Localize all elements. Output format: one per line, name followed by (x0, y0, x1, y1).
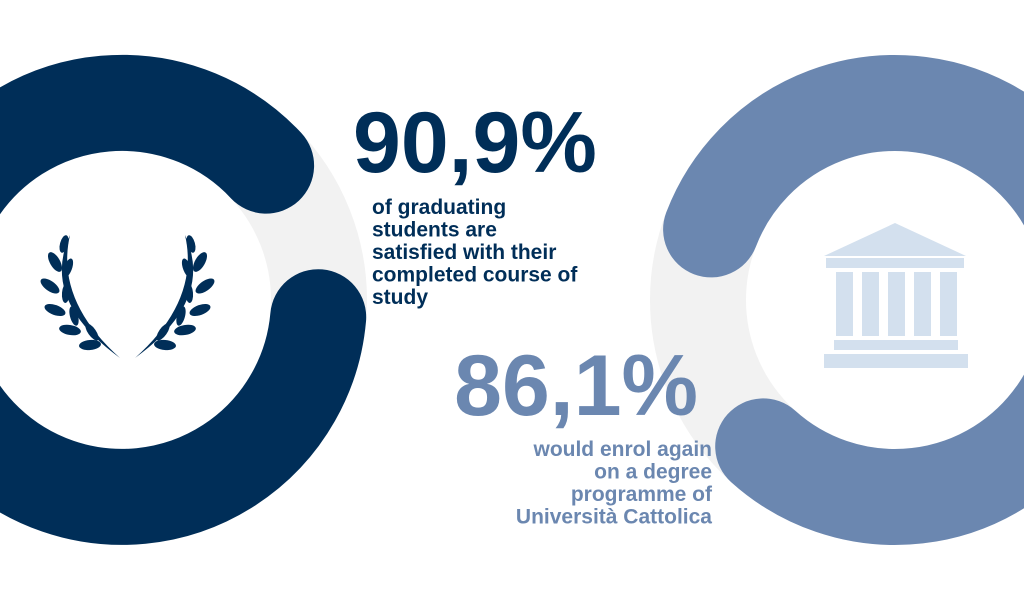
description-line: study (372, 286, 428, 309)
description-line: satisfied with their (372, 241, 556, 264)
laurel-icon (40, 234, 217, 358)
ring-arc (663, 55, 1024, 545)
ring-arc (0, 54, 367, 545)
description-line: of graduating (372, 196, 506, 219)
description-line: would enrol again (532, 438, 712, 461)
stat-value: 90,9% (353, 95, 597, 191)
description-line: programme of (571, 483, 713, 506)
stat-value: 86,1% (454, 338, 698, 434)
description-line: students are (372, 219, 497, 242)
description-line: on a degree (594, 461, 712, 484)
description-line: completed course of (372, 264, 578, 287)
description-line: Università Cattolica (516, 506, 712, 529)
building-icon (824, 223, 968, 368)
